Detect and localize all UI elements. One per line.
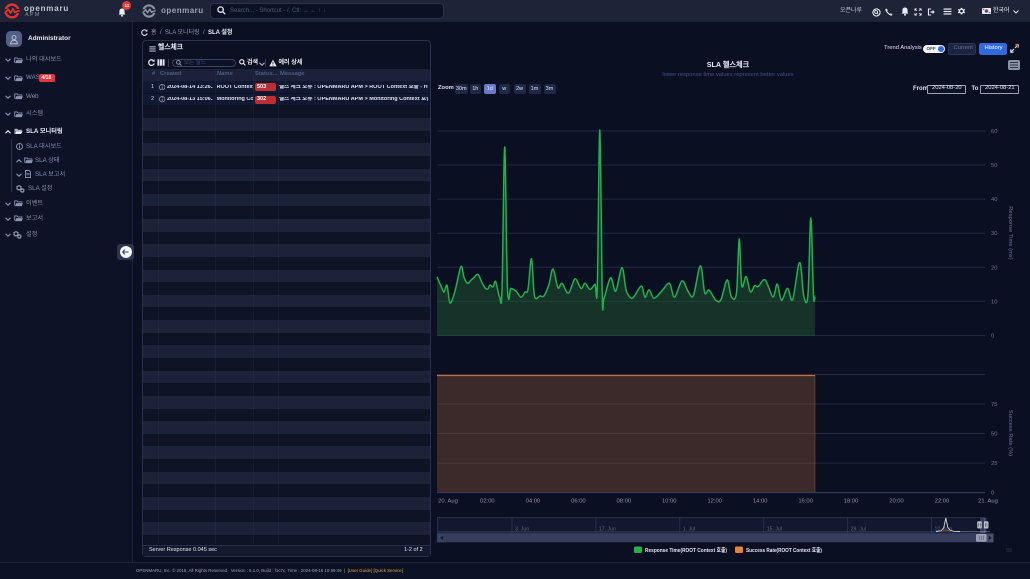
svg-text:21. Aug: 21. Aug — [978, 499, 998, 505]
svg-text:20:00: 20:00 — [889, 499, 904, 505]
svg-text:29. Jul: 29. Jul — [851, 527, 866, 533]
svg-text:50: 50 — [991, 432, 997, 438]
svg-text:02:00: 02:00 — [480, 499, 495, 505]
svg-text:Success Rate(ROOT Context 호출): Success Rate(ROOT Context 호출) — [746, 546, 822, 554]
svg-text:88: 88 — [1006, 548, 1012, 554]
svg-text:60: 60 — [991, 129, 997, 135]
svg-text:Response Time (ms): Response Time (ms) — [1007, 206, 1013, 260]
svg-text:18:00: 18:00 — [844, 499, 859, 505]
svg-text:17. Jun: 17. Jun — [599, 527, 616, 533]
svg-text:30: 30 — [991, 231, 997, 237]
svg-text:14:00: 14:00 — [753, 499, 768, 505]
svg-text:1. Jul: 1. Jul — [683, 527, 695, 533]
svg-text:12. Aug: 12. Aug — [935, 527, 953, 533]
svg-text:10: 10 — [991, 299, 997, 305]
svg-text:12:00: 12:00 — [707, 499, 722, 505]
svg-text:0: 0 — [991, 333, 994, 339]
svg-text:Success Rate (%): Success Rate (%) — [1007, 410, 1013, 456]
svg-text:06:00: 06:00 — [571, 499, 586, 505]
svg-text:50: 50 — [991, 163, 997, 169]
svg-text:16:00: 16:00 — [798, 499, 813, 505]
svg-text:08:00: 08:00 — [617, 499, 632, 505]
svg-text:20. Aug: 20. Aug — [438, 499, 458, 505]
svg-text:Response Time(ROOT Context 호출): Response Time(ROOT Context 호출) — [645, 546, 727, 554]
svg-text:10:00: 10:00 — [662, 499, 677, 505]
svg-text:25: 25 — [991, 461, 997, 467]
svg-text:3. Jun: 3. Jun — [515, 527, 529, 533]
svg-text:0: 0 — [991, 491, 994, 497]
svg-text:04:00: 04:00 — [526, 499, 541, 505]
svg-text:75: 75 — [991, 402, 997, 408]
svg-text:22:00: 22:00 — [935, 499, 950, 505]
svg-text:40: 40 — [991, 197, 997, 203]
svg-text:20: 20 — [991, 265, 997, 271]
svg-text:15. Jul: 15. Jul — [767, 527, 782, 533]
